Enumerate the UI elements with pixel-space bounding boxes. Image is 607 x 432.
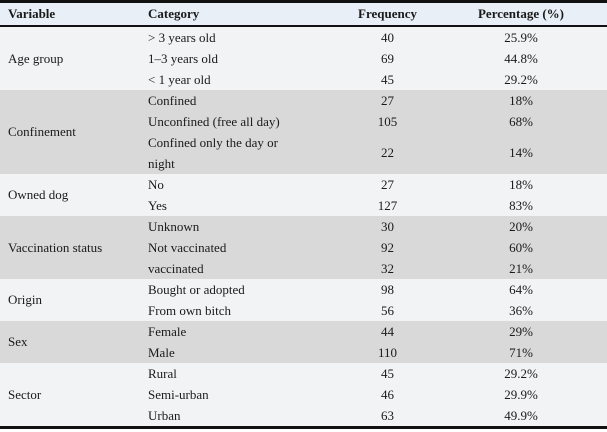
frequency-cell: 110 bbox=[377, 344, 398, 360]
variable-cell: Age group bbox=[8, 50, 64, 66]
category-cell: Confined only the day or night bbox=[148, 134, 278, 171]
percentage-cell: 25.9% bbox=[504, 29, 538, 45]
category-cell: Unknown bbox=[148, 218, 200, 234]
category-cell: 1–3 years old bbox=[148, 50, 219, 66]
table-row: Yes 127 83% bbox=[0, 195, 607, 216]
category-cell: Female bbox=[148, 323, 187, 339]
group-confinement: Confinement Confined 27 18% Unconfined (free… bbox=[0, 89, 607, 174]
percentage-cell: 71% bbox=[509, 344, 533, 360]
table-row: vaccinated 32 21% bbox=[0, 258, 607, 279]
category-cell: Male bbox=[148, 344, 175, 360]
table-row: Sector Rural 45 29.2% bbox=[0, 363, 607, 402]
table-row: Urban 63 49.9% bbox=[0, 405, 607, 428]
table-row: Age group > 3 years old 40 25.9% bbox=[0, 26, 607, 66]
category-cell: Urban bbox=[148, 407, 181, 423]
frequency-cell: 32 bbox=[381, 260, 394, 276]
frequency-cell: 40 bbox=[381, 29, 394, 45]
percentage-cell: 18% bbox=[509, 92, 533, 108]
variable-cell: Sector bbox=[8, 386, 42, 402]
variable-cell: Vaccination status bbox=[8, 239, 103, 255]
table-row: Confined only the day or night 22 14% bbox=[0, 132, 607, 174]
percentage-cell: 18% bbox=[509, 176, 533, 192]
group-origin: Origin Bought or adopted 98 64% From own bit… bbox=[0, 278, 607, 321]
frequency-cell: 30 bbox=[381, 218, 394, 234]
frequency-cell: 45 bbox=[381, 365, 394, 381]
percentage-cell: 44.8% bbox=[504, 50, 538, 66]
variable-cell: Owned dog bbox=[8, 187, 69, 202]
table-row: Unconfined (free all day) 105 68% bbox=[0, 111, 607, 132]
group-age-group: Age group > 3 years old 40 25.9% 1–3 years o… bbox=[0, 25, 607, 90]
frequency-cell: 127 bbox=[377, 197, 398, 213]
frequency-cell: 105 bbox=[377, 113, 398, 129]
col-header-frequency: Frequency bbox=[340, 1, 435, 27]
percentage-cell: 14% bbox=[509, 145, 533, 160]
table-row: Owned dog No 27 18% bbox=[0, 174, 607, 203]
percentage-cell: 68% bbox=[509, 113, 533, 129]
frequency-cell: 98 bbox=[381, 281, 394, 297]
percentage-cell: 83% bbox=[509, 197, 533, 213]
percentage-cell: 49.9% bbox=[504, 407, 538, 423]
col-header-variable: Variable bbox=[0, 1, 140, 27]
table-row: From own bitch 56 36% bbox=[0, 300, 607, 321]
frequency-cell: 44 bbox=[381, 323, 394, 339]
col-header-percentage: Percentage (%) bbox=[435, 1, 607, 27]
table-row: Sex Female 44 29% bbox=[0, 321, 607, 350]
percentage-cell: 64% bbox=[509, 281, 533, 297]
percentage-cell: 29.9% bbox=[504, 386, 538, 402]
table-row: Semi-urban 46 29.9% bbox=[0, 384, 607, 405]
group-vaccination-status: Vaccination status Unknown 30 20% Not vaccin… bbox=[0, 215, 607, 279]
frequency-cell: 69 bbox=[381, 50, 394, 66]
table-row: Male 110 71% bbox=[0, 342, 607, 363]
group-sex: Sex Female 44 29% Male 110 71% bbox=[0, 320, 607, 363]
category-cell: Rural bbox=[148, 365, 177, 381]
variable-cell: Confinement bbox=[8, 124, 76, 139]
table-header: Variable Category Frequency Percentage (… bbox=[0, 1, 607, 27]
group-owned-dog: Owned dog No 27 18% Yes 127 83% bbox=[0, 173, 607, 216]
frequency-cell: 45 bbox=[381, 71, 394, 87]
category-cell: From own bitch bbox=[148, 302, 232, 318]
category-cell: Not vaccinated bbox=[148, 239, 227, 255]
table-row: Vaccination status Unknown 30 20% bbox=[0, 216, 607, 255]
header-row: Variable Category Frequency Percentage (… bbox=[0, 1, 607, 27]
percentage-cell: 20% bbox=[509, 218, 533, 234]
table-row: Not vaccinated 92 60% bbox=[0, 237, 607, 258]
percentage-cell: 29.2% bbox=[504, 365, 538, 381]
category-cell: Unconfined (free all day) bbox=[148, 113, 280, 129]
table-row: Origin Bought or adopted 98 64% bbox=[0, 279, 607, 308]
frequency-cell: 56 bbox=[381, 302, 394, 318]
category-cell: Bought or adopted bbox=[148, 281, 245, 297]
category-cell: > 3 years old bbox=[148, 29, 216, 45]
category-cell: Yes bbox=[148, 197, 167, 213]
frequency-cell: 27 bbox=[381, 176, 394, 192]
variable-cell: Sex bbox=[8, 334, 28, 349]
category-cell: < 1 year old bbox=[148, 71, 211, 87]
table-row: < 1 year old 45 29.2% bbox=[0, 69, 607, 90]
percentage-cell: 29% bbox=[509, 323, 533, 339]
category-cell: vaccinated bbox=[148, 260, 204, 276]
table-row: 1–3 years old 69 44.8% bbox=[0, 48, 607, 69]
category-cell: No bbox=[148, 176, 164, 192]
percentage-cell: 60% bbox=[509, 239, 533, 255]
frequency-cell: 27 bbox=[381, 92, 394, 108]
category-cell: Confined bbox=[148, 92, 197, 108]
col-header-category: Category bbox=[140, 1, 340, 27]
frequency-cell: 46 bbox=[381, 386, 394, 402]
variable-cell: Origin bbox=[8, 292, 42, 307]
percentage-cell: 36% bbox=[509, 302, 533, 318]
group-sector: Sector Rural 45 29.2% Semi-urban 46 29.9% Urban… bbox=[0, 362, 607, 428]
table-row: Confinement Confined 27 18% bbox=[0, 90, 607, 140]
percentage-cell: 21% bbox=[509, 260, 533, 276]
frequency-cell: 63 bbox=[381, 407, 394, 423]
frequency-cell: 92 bbox=[381, 239, 394, 255]
category-cell: Semi-urban bbox=[148, 386, 209, 402]
percentage-cell: 29.2% bbox=[504, 71, 538, 87]
frequency-cell: 22 bbox=[381, 145, 394, 160]
